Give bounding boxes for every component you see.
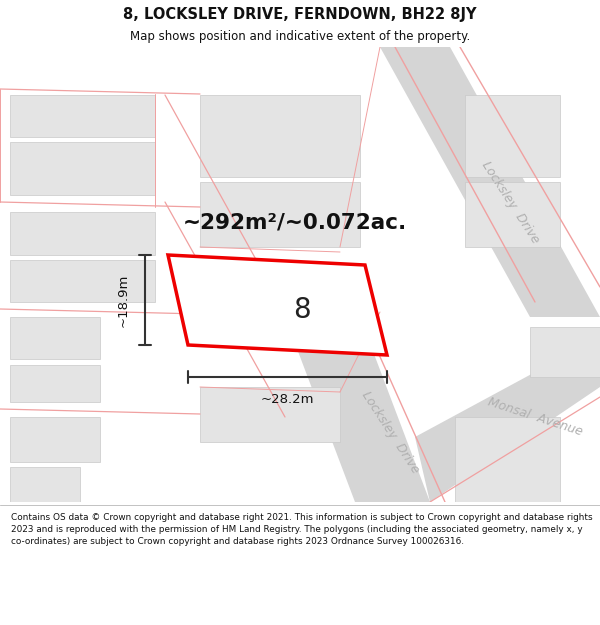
Text: ~292m²/~0.072ac.: ~292m²/~0.072ac. <box>183 212 407 232</box>
Polygon shape <box>200 182 360 247</box>
Polygon shape <box>380 47 600 317</box>
Text: Monsal  Avenue: Monsal Avenue <box>486 396 584 439</box>
Polygon shape <box>10 95 155 137</box>
Text: Contains OS data © Crown copyright and database right 2021. This information is : Contains OS data © Crown copyright and d… <box>11 513 592 546</box>
Text: 8: 8 <box>293 296 311 324</box>
Polygon shape <box>10 260 155 302</box>
Polygon shape <box>10 417 100 462</box>
Text: Locksley  Drive: Locksley Drive <box>479 159 541 246</box>
Text: 8, LOCKSLEY DRIVE, FERNDOWN, BH22 8JY: 8, LOCKSLEY DRIVE, FERNDOWN, BH22 8JY <box>123 7 477 22</box>
Polygon shape <box>200 387 340 442</box>
Polygon shape <box>200 262 340 317</box>
Polygon shape <box>168 255 387 355</box>
Polygon shape <box>10 317 100 359</box>
Polygon shape <box>455 417 560 502</box>
Polygon shape <box>10 142 155 195</box>
Polygon shape <box>465 182 560 247</box>
Text: Map shows position and indicative extent of the property.: Map shows position and indicative extent… <box>130 30 470 43</box>
Polygon shape <box>10 365 100 402</box>
Polygon shape <box>465 95 560 177</box>
Polygon shape <box>200 95 360 177</box>
Polygon shape <box>530 327 600 377</box>
Polygon shape <box>10 212 155 255</box>
Polygon shape <box>10 467 80 502</box>
Text: ~18.9m: ~18.9m <box>116 273 130 327</box>
Polygon shape <box>285 317 430 502</box>
Text: ~28.2m: ~28.2m <box>261 393 314 406</box>
Polygon shape <box>415 337 600 502</box>
Text: Locksley  Drive: Locksley Drive <box>359 389 421 476</box>
